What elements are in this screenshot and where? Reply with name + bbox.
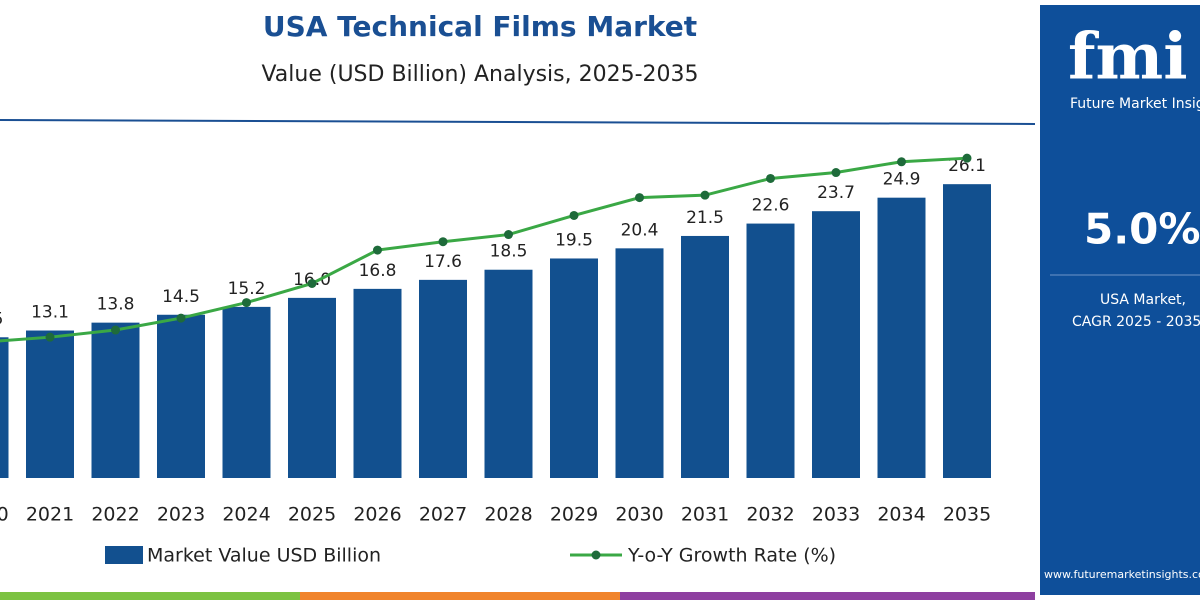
brand-name: Future Market Insights <box>1070 96 1200 112</box>
x-tick-label: 2024 <box>222 504 270 526</box>
bar <box>615 248 664 478</box>
x-tick-label: 2035 <box>943 504 991 526</box>
line-marker <box>897 157 906 167</box>
data-label: 18.5 <box>490 242 528 262</box>
x-tick-label: 2034 <box>877 504 925 526</box>
bar <box>484 269 533 478</box>
line-marker <box>176 313 186 323</box>
line-marker <box>962 153 972 163</box>
x-tick-label: 2026 <box>353 504 401 526</box>
bar <box>157 314 205 478</box>
stripe <box>0 592 300 600</box>
cagr-caption: USA Market, <box>1100 292 1186 308</box>
x-tick-label: 2028 <box>484 504 532 526</box>
x-tick-label: 2030 <box>615 504 663 526</box>
data-label: 16.8 <box>359 261 397 281</box>
line-marker <box>307 278 317 288</box>
x-tick-label: 2032 <box>746 504 794 526</box>
bar <box>222 306 271 478</box>
x-tick-label: 2025 <box>288 504 336 526</box>
bar <box>550 258 598 478</box>
line-marker <box>242 298 251 308</box>
cagr-value: 5.0% <box>1084 205 1200 254</box>
x-tick-label: 2023 <box>157 504 205 526</box>
cagr-caption: CAGR 2025 - 2035 <box>1072 314 1200 330</box>
line-marker <box>45 332 55 342</box>
chart-title: USA Technical Films Market <box>263 10 697 43</box>
bar <box>943 184 991 479</box>
divider <box>0 119 1036 125</box>
x-tick-label: 2020 <box>0 504 9 526</box>
bar <box>746 223 795 478</box>
line-marker <box>504 230 513 240</box>
website: www.futuremarketinsights.com <box>1044 568 1200 581</box>
line <box>0 156 968 343</box>
data-label: 20.4 <box>621 220 659 240</box>
bar <box>353 288 402 478</box>
bar <box>0 337 9 478</box>
bar <box>419 279 467 478</box>
data-label: 24.9 <box>883 170 921 190</box>
stripe <box>300 592 620 600</box>
bar <box>812 211 860 479</box>
line-marker <box>438 237 448 247</box>
data-label: 13.1 <box>31 303 69 323</box>
bar <box>26 330 74 478</box>
line-marker <box>373 245 382 255</box>
bar <box>288 297 336 478</box>
data-label: 14.5 <box>162 287 200 307</box>
x-tick-label: 2031 <box>681 504 729 526</box>
line-marker <box>831 168 841 178</box>
data-label: 15.2 <box>228 279 266 299</box>
data-label: 19.5 <box>555 230 593 250</box>
line-marker <box>635 193 644 203</box>
data-label: 12.5 <box>0 309 3 329</box>
line-marker <box>766 173 775 183</box>
line-marker <box>700 190 710 200</box>
line-marker <box>569 210 579 220</box>
data-label: 21.5 <box>686 208 724 228</box>
data-label: 17.6 <box>424 252 462 272</box>
legend-swatch <box>105 546 143 564</box>
stripe <box>620 592 1035 600</box>
x-tick-label: 2027 <box>419 504 467 526</box>
data-label: 23.7 <box>817 183 855 203</box>
x-tick-label: 2029 <box>550 504 598 526</box>
bar <box>91 322 140 478</box>
line-marker <box>111 325 120 335</box>
data-label: 22.6 <box>752 196 790 216</box>
data-label: 26.1 <box>948 156 986 176</box>
legend-label: Market Value USD Billion <box>147 545 381 567</box>
data-label: 13.8 <box>97 295 135 315</box>
logo: fmi <box>1068 20 1188 95</box>
x-tick-label: 2022 <box>91 504 139 526</box>
chart-subtitle: Value (USD Billion) Analysis, 2025-2035 <box>261 62 698 87</box>
legend-swatch <box>591 550 601 560</box>
brand-panel <box>1040 5 1200 595</box>
legend-label: Y-o-Y Growth Rate (%) <box>627 545 836 567</box>
bar <box>877 197 926 478</box>
x-tick-label: 2033 <box>812 504 860 526</box>
x-tick-label: 2021 <box>26 504 74 526</box>
bar <box>681 235 729 478</box>
